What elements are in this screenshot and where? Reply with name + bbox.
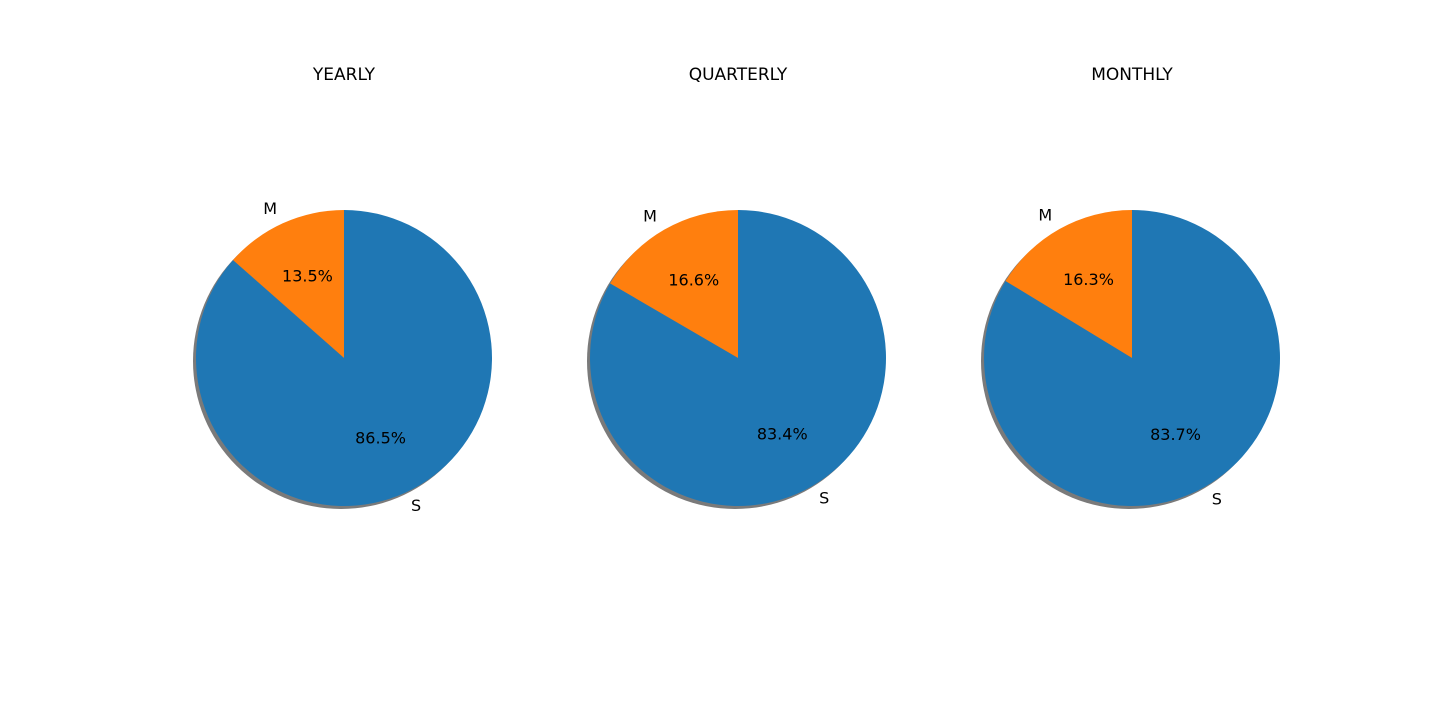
pie-slice-yearly-s xyxy=(196,210,493,506)
pie-slice-yearly-m xyxy=(232,210,344,358)
pct-label-quarterly-m: 16.6% xyxy=(668,271,719,290)
slice-label-yearly-m: M xyxy=(263,199,277,218)
pie-chart-monthly: MONTHLY M 16.3% S 83.7% xyxy=(981,65,1281,509)
pie-slice-quarterly-s xyxy=(589,210,886,507)
pct-label-yearly-m: 13.5% xyxy=(282,267,333,286)
pct-label-quarterly-s: 83.4% xyxy=(757,425,808,444)
chart-title-quarterly: QUARTERLY xyxy=(689,65,788,85)
chart-title-monthly: MONTHLY xyxy=(1091,65,1173,85)
pct-label-monthly-s: 83.7% xyxy=(1150,425,1201,444)
chart-title-yearly: YEARLY xyxy=(312,65,376,85)
pct-label-yearly-s: 86.5% xyxy=(355,428,406,447)
pct-label-monthly-m: 16.3% xyxy=(1063,270,1114,289)
slice-label-yearly-s: S xyxy=(411,496,421,515)
slice-label-monthly-s: S xyxy=(1212,489,1222,508)
pie-slice-monthly-m xyxy=(1005,210,1132,358)
slice-label-monthly-m: M xyxy=(1038,206,1052,225)
pie-slice-quarterly-m xyxy=(610,209,738,358)
slice-label-quarterly-m: M xyxy=(643,206,657,225)
pie-slice-monthly-s xyxy=(984,210,1281,507)
slice-label-quarterly-s: S xyxy=(819,489,829,508)
pie-chart-yearly: YEARLY M 13.5% S 86.5% xyxy=(193,65,493,515)
pie-chart-quarterly: QUARTERLY M 16.6% S 83.4% xyxy=(587,65,886,509)
